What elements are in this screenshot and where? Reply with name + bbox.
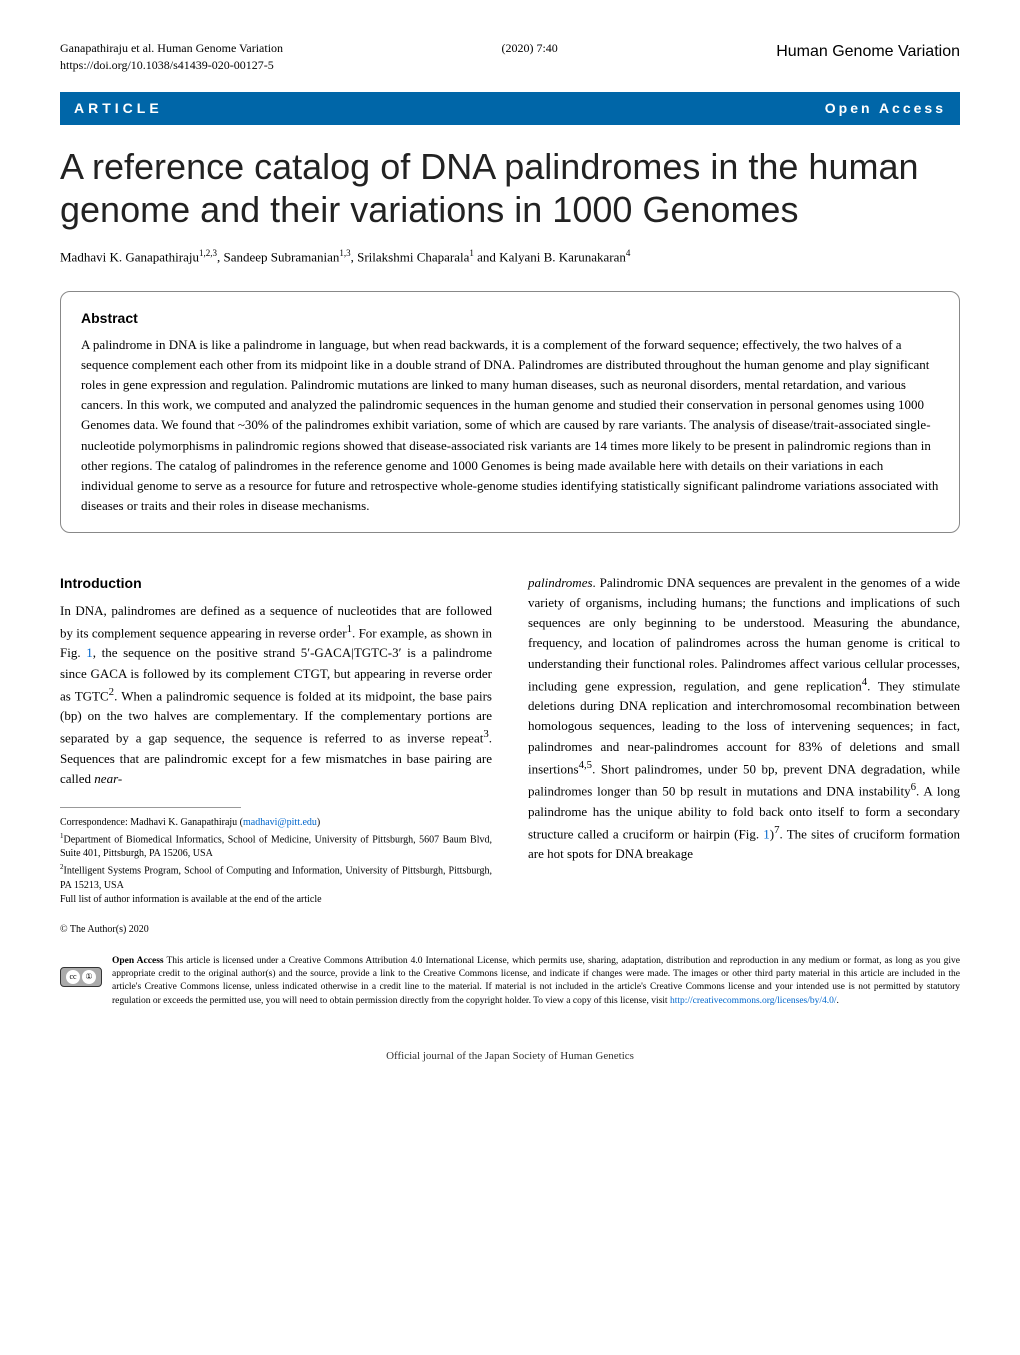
article-title: A reference catalog of DNA palindromes i… — [60, 145, 960, 231]
divider-line — [60, 807, 241, 808]
left-column: Introduction In DNA, palindromes are def… — [60, 573, 492, 908]
abstract-box: Abstract A palindrome in DNA is like a p… — [60, 291, 960, 533]
affiliation-2: 2Intelligent Systems Program, School of … — [60, 862, 492, 893]
correspondence-block: Correspondence: Madhavi K. Ganapathiraju… — [60, 816, 492, 908]
article-banner: ARTICLE Open Access — [60, 92, 960, 125]
page-footer: Official journal of the Japan Society of… — [60, 1048, 960, 1065]
copyright-line: © The Author(s) 2020 — [60, 922, 960, 937]
body-columns: Introduction In DNA, palindromes are def… — [60, 573, 960, 908]
author-list: Madhavi K. Ganapathiraju1,2,3, Sandeep S… — [60, 247, 960, 267]
introduction-heading: Introduction — [60, 573, 492, 595]
cc-icon: cc — [66, 970, 80, 984]
introduction-para-left: In DNA, palindromes are defined as a seq… — [60, 601, 492, 789]
cc-by-icon: cc① — [60, 967, 102, 987]
journal-name: Human Genome Variation — [776, 40, 960, 64]
full-author-list-note: Full list of author information is avail… — [60, 893, 492, 908]
right-column: palindromes. Palindromic DNA sequences a… — [528, 573, 960, 908]
citation-text: Ganapathiraju et al. Human Genome Variat… — [60, 40, 283, 57]
article-type-label: ARTICLE — [74, 98, 163, 119]
abstract-heading: Abstract — [81, 308, 939, 329]
open-access-label: Open Access — [825, 98, 946, 119]
citation-block: Ganapathiraju et al. Human Genome Variat… — [60, 40, 283, 74]
running-header: Ganapathiraju et al. Human Genome Variat… — [60, 40, 960, 74]
introduction-para-right: palindromes. Palindromic DNA sequences a… — [528, 573, 960, 864]
issue-info: (2020) 7:40 — [501, 40, 557, 57]
abstract-text: A palindrome in DNA is like a palindrome… — [81, 335, 939, 516]
license-text: Open Access This article is licensed und… — [112, 955, 960, 1008]
doi-link[interactable]: https://doi.org/10.1038/s41439-020-00127… — [60, 57, 283, 74]
license-block: cc① Open Access This article is licensed… — [60, 955, 960, 1008]
by-icon: ① — [82, 970, 96, 984]
correspondence-line: Correspondence: Madhavi K. Ganapathiraju… — [60, 816, 492, 831]
affiliation-1: 1Department of Biomedical Informatics, S… — [60, 831, 492, 862]
